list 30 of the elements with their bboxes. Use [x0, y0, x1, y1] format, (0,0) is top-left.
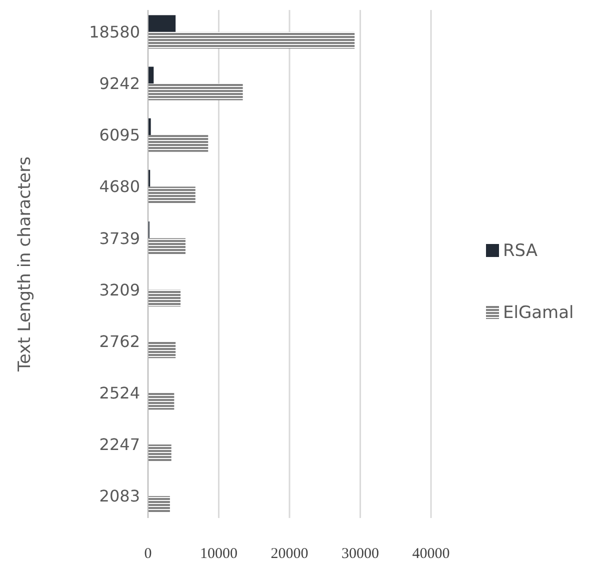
legend-label: ElGamal — [503, 302, 574, 323]
y-tick-label: 2247 — [99, 435, 140, 454]
bar — [148, 341, 176, 358]
bar — [148, 238, 186, 255]
x-tick-label: 20000 — [270, 546, 308, 562]
bar — [148, 135, 208, 152]
bar — [148, 32, 355, 49]
y-tick-label: 2762 — [99, 332, 140, 351]
x-tick-label: 10000 — [200, 546, 238, 562]
y-tick-label: 4680 — [99, 177, 140, 196]
y-tick-label: 3209 — [99, 280, 140, 300]
bar — [148, 496, 170, 513]
y-tick-label: 2083 — [99, 486, 140, 506]
y-axis-title: Text Length in characters — [15, 156, 35, 372]
bar — [148, 186, 196, 204]
bar — [148, 66, 154, 84]
y-tick-label: 3739 — [99, 228, 140, 248]
y-tick-label: 2524 — [99, 384, 140, 403]
y-tick-label: 18580 — [89, 22, 140, 42]
bar — [148, 444, 172, 462]
bar — [148, 392, 174, 410]
x-tick-label: 0 — [144, 546, 152, 562]
bar — [148, 290, 181, 307]
x-tick-label: 40000 — [412, 546, 450, 562]
bar — [148, 15, 176, 32]
y-tick-label: 6095 — [99, 126, 140, 145]
bar — [148, 83, 243, 100]
legend-label: RSA — [503, 240, 538, 261]
y-tick-label: 9242 — [99, 74, 140, 94]
x-tick-label: 30000 — [342, 546, 379, 562]
